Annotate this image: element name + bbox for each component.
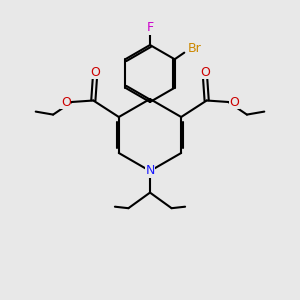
Text: O: O	[229, 95, 239, 109]
Text: Br: Br	[187, 42, 201, 55]
Text: O: O	[61, 95, 71, 109]
Text: F: F	[146, 21, 154, 34]
Text: O: O	[90, 66, 100, 79]
Text: N: N	[145, 164, 155, 178]
Text: O: O	[200, 66, 210, 79]
